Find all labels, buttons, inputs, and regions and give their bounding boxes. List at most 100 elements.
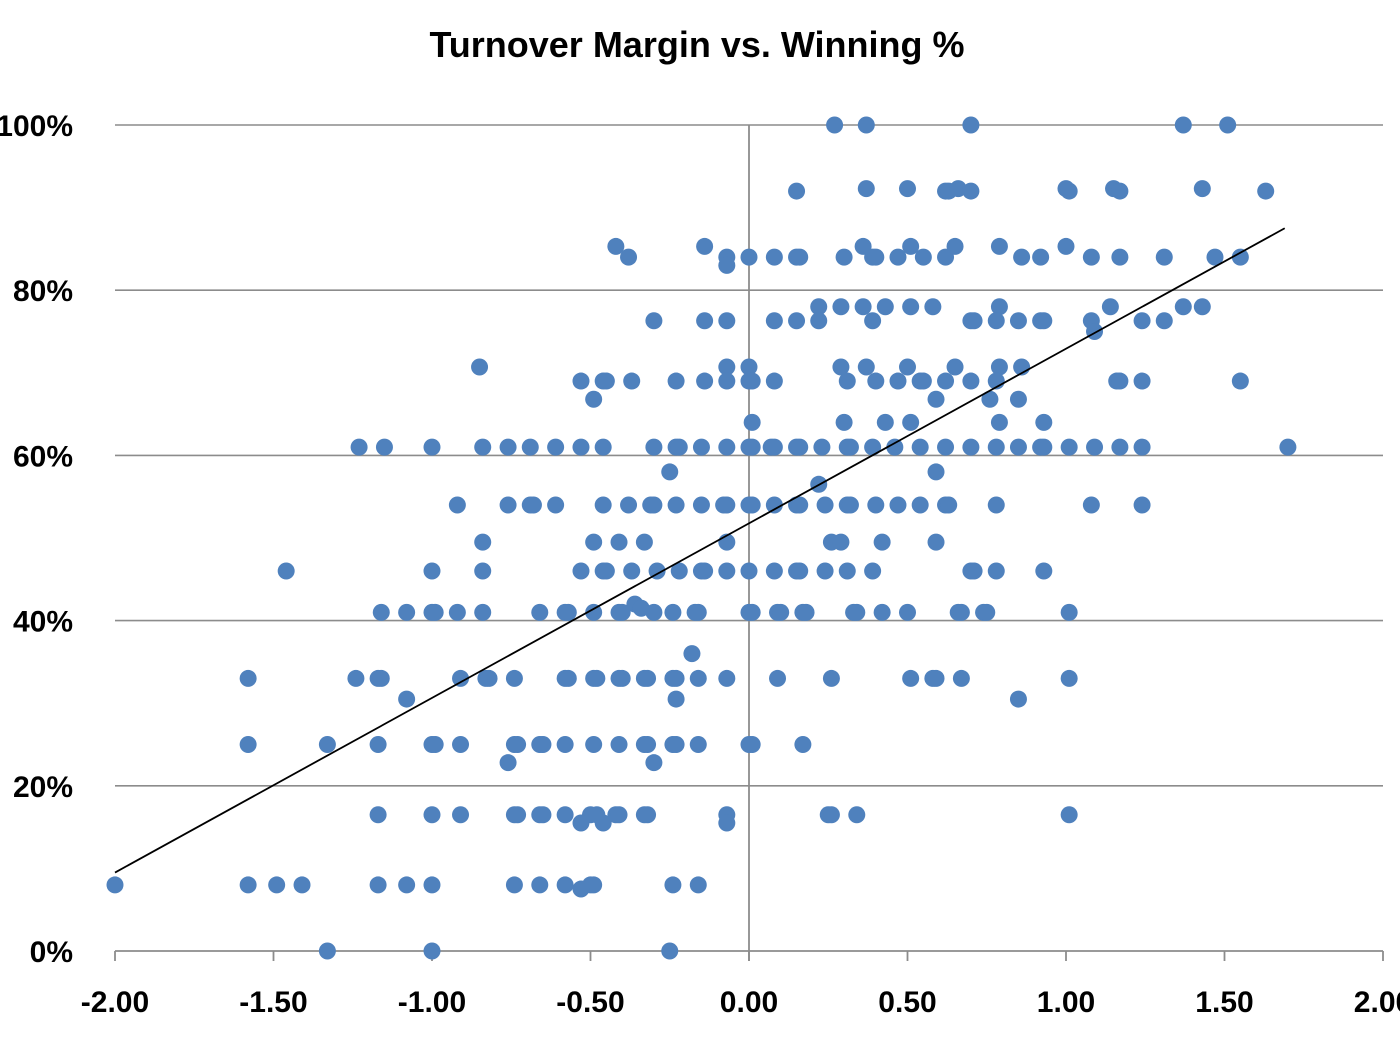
data-point	[372, 603, 390, 621]
data-point	[106, 876, 124, 894]
data-point	[822, 669, 840, 687]
data-point	[1231, 372, 1249, 390]
data-point	[848, 603, 866, 621]
data-point	[1035, 438, 1053, 456]
data-point	[1082, 248, 1100, 266]
data-point	[521, 438, 539, 456]
data-point	[1257, 182, 1275, 200]
data-point	[1206, 248, 1224, 266]
data-point	[889, 248, 907, 266]
data-point	[1082, 496, 1100, 514]
data-point	[981, 390, 999, 408]
data-point	[740, 562, 758, 580]
data-point	[531, 603, 549, 621]
data-point	[914, 248, 932, 266]
data-point	[765, 248, 783, 266]
data-point	[867, 248, 885, 266]
data-point	[559, 669, 577, 687]
y-tick-label: 100%	[0, 110, 73, 143]
trendline	[114, 227, 1286, 874]
data-point	[645, 603, 663, 621]
data-point	[585, 533, 603, 551]
data-point	[740, 358, 758, 376]
data-point	[448, 603, 466, 621]
data-point	[1009, 690, 1027, 708]
data-point	[841, 438, 859, 456]
x-tick-label: 1.50	[1195, 986, 1253, 1019]
data-point	[1193, 180, 1211, 198]
data-point	[572, 814, 590, 832]
data-point	[864, 438, 882, 456]
data-point	[426, 736, 444, 753]
y-tick-label: 40%	[13, 606, 73, 639]
data-point	[987, 312, 1005, 330]
data-point	[620, 496, 638, 514]
data-point	[1111, 372, 1129, 390]
data-point	[277, 562, 295, 580]
data-point	[740, 248, 758, 266]
data-point	[452, 736, 470, 753]
data-point	[772, 603, 790, 621]
data-point	[835, 413, 853, 431]
x-tick-label: -1.00	[398, 986, 466, 1019]
data-point	[585, 390, 603, 408]
data-point	[369, 806, 387, 824]
data-point	[474, 562, 492, 580]
data-point	[965, 562, 983, 580]
data-point	[1060, 806, 1078, 824]
data-point	[864, 312, 882, 330]
data-point	[987, 562, 1005, 580]
data-point	[927, 533, 945, 551]
data-point	[531, 876, 549, 894]
data-point	[1032, 248, 1050, 266]
data-point	[857, 116, 875, 134]
data-point	[937, 372, 955, 390]
data-point	[369, 736, 387, 753]
data-point	[990, 358, 1008, 376]
data-point	[1155, 312, 1173, 330]
y-tick-label: 80%	[13, 275, 73, 308]
data-point	[810, 312, 828, 330]
x-tick-label: 2.00	[1354, 986, 1400, 1019]
y-tick-labels: 0% 20% 40% 60% 80% 100%	[0, 110, 73, 969]
data-point	[639, 736, 657, 753]
data-point	[398, 876, 416, 894]
data-point	[794, 736, 812, 753]
data-point	[597, 562, 615, 580]
data-point	[718, 814, 736, 832]
data-point	[791, 496, 809, 514]
data-point	[1155, 248, 1173, 266]
data-point	[765, 562, 783, 580]
data-point	[990, 237, 1008, 255]
data-point	[623, 562, 641, 580]
data-points	[106, 116, 1297, 960]
data-point	[1035, 562, 1053, 580]
data-point	[620, 248, 638, 266]
data-point	[902, 669, 920, 687]
data-point	[791, 438, 809, 456]
data-point	[886, 438, 904, 456]
data-point	[911, 438, 929, 456]
data-point	[743, 413, 761, 431]
data-point	[607, 237, 625, 255]
data-point	[318, 736, 336, 753]
data-point	[765, 312, 783, 330]
data-point	[692, 438, 710, 456]
data-point	[718, 669, 736, 687]
data-point	[911, 496, 929, 514]
data-point	[813, 438, 831, 456]
data-point	[375, 438, 393, 456]
data-point	[876, 413, 894, 431]
data-point	[990, 413, 1008, 431]
data-point	[1009, 390, 1027, 408]
data-point	[667, 736, 685, 753]
data-point	[667, 372, 685, 390]
data-point	[864, 562, 882, 580]
data-point	[1009, 312, 1027, 330]
data-point	[765, 496, 783, 514]
data-point	[499, 438, 517, 456]
data-point	[534, 736, 552, 753]
data-point	[797, 603, 815, 621]
data-point	[810, 298, 828, 316]
